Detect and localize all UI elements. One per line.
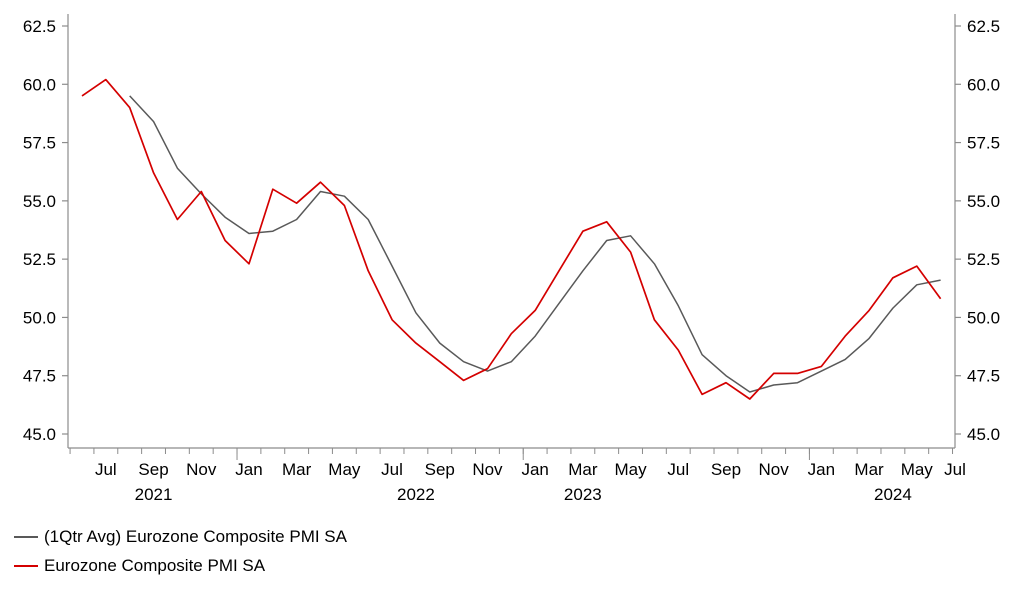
y-tick-label-left: 62.5 xyxy=(23,17,56,36)
x-year-label: 2024 xyxy=(874,485,912,504)
x-tick-label: Nov xyxy=(759,460,790,479)
x-tick-label: Sep xyxy=(711,460,741,479)
legend: (1Qtr Avg) Eurozone Composite PMI SA Eur… xyxy=(14,522,347,580)
y-tick-label-right: 47.5 xyxy=(967,367,1000,386)
legend-swatch-avg xyxy=(14,535,38,538)
y-tick-label-right: 57.5 xyxy=(967,134,1000,153)
pmi-line-chart: 45.0 47.5 50.0 52.5 55.0 57.5 60.0 62.5 45.0 47.… xyxy=(23,14,1000,504)
legend-label-avg: (1Qtr Avg) Eurozone Composite PMI SA xyxy=(44,526,347,546)
y-tick-label-left: 47.5 xyxy=(23,367,56,386)
x-tick-label: Jul xyxy=(944,460,966,479)
y-tick-label-right: 52.5 xyxy=(967,250,1000,269)
x-year-label: 2023 xyxy=(564,485,602,504)
y-tick-label-left: 57.5 xyxy=(23,134,56,153)
x-tick-label: Mar xyxy=(854,460,884,479)
x-tick-label: Nov xyxy=(186,460,217,479)
y-axis-left-labels: 45.0 47.5 50.0 52.5 55.0 57.5 60.0 62.5 xyxy=(23,17,56,444)
legend-item-pmi: Eurozone Composite PMI SA xyxy=(14,551,347,580)
x-tick-label: May xyxy=(901,460,934,479)
x-axis-month-labels: Jul Sep Nov Jan Mar May Jul Sep Nov Jan Mar May Jul S… xyxy=(95,460,966,479)
x-tick-label: Jan xyxy=(521,460,548,479)
x-tick-label: Nov xyxy=(472,460,503,479)
y-axis-right-labels: 45.0 47.5 50.0 52.5 55.0 57.5 60.0 62.5 xyxy=(967,17,1000,444)
x-year-label: 2022 xyxy=(397,485,435,504)
series-lines xyxy=(81,78,942,400)
x-tick-label: Jan xyxy=(808,460,835,479)
series-line-pmi xyxy=(81,78,942,400)
x-tick-label: Jul xyxy=(667,460,689,479)
x-axis-year-labels: 2021 2022 2023 2024 xyxy=(135,485,912,504)
y-tick-label-right: 60.0 xyxy=(967,75,1000,94)
series-line-avg xyxy=(129,95,941,393)
x-tick-label: Sep xyxy=(138,460,168,479)
y-tick-label-left: 60.0 xyxy=(23,75,56,94)
legend-item-avg: (1Qtr Avg) Eurozone Composite PMI SA xyxy=(14,522,347,551)
y-tick-label-right: 45.0 xyxy=(967,425,1000,444)
x-tick-label: Jan xyxy=(235,460,262,479)
y-tick-label-left: 50.0 xyxy=(23,308,56,327)
y-tick-label-right: 50.0 xyxy=(967,308,1000,327)
y-tick-label-left: 52.5 xyxy=(23,250,56,269)
y-tick-label-right: 62.5 xyxy=(967,17,1000,36)
chart-axes xyxy=(62,14,961,460)
x-tick-label: Sep xyxy=(425,460,455,479)
x-tick-label: Jul xyxy=(95,460,117,479)
x-tick-label: May xyxy=(614,460,647,479)
y-tick-label-right: 55.0 xyxy=(967,192,1000,211)
legend-label-pmi: Eurozone Composite PMI SA xyxy=(44,555,266,575)
x-tick-label: Jul xyxy=(381,460,403,479)
legend-swatch-pmi xyxy=(14,564,38,567)
y-tick-label-left: 45.0 xyxy=(23,425,56,444)
x-year-label: 2021 xyxy=(135,485,173,504)
x-tick-label: Mar xyxy=(282,460,312,479)
x-tick-label: May xyxy=(328,460,361,479)
x-tick-label: Mar xyxy=(568,460,598,479)
y-tick-label-left: 55.0 xyxy=(23,192,56,211)
